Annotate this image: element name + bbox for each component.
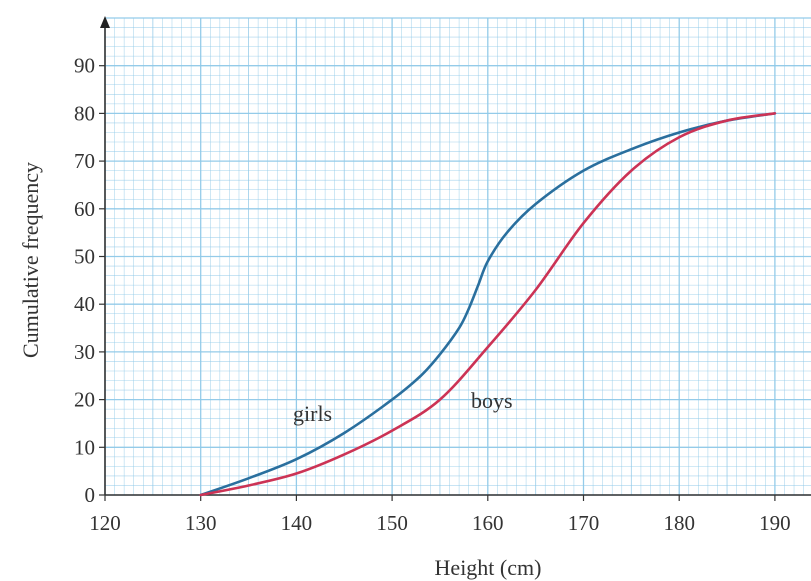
series-line-girls: [199, 112, 777, 497]
y-tick-label: 80: [74, 101, 95, 125]
y-tick-label: 30: [74, 340, 95, 364]
x-tick-label: 140: [281, 511, 313, 535]
x-axis-title: Height (cm): [435, 555, 542, 580]
x-tick-label: 170: [568, 511, 600, 535]
series-line-boys: [199, 112, 777, 497]
y-tick-label: 40: [74, 292, 95, 316]
y-axis-title: Cumulative frequency: [18, 162, 43, 358]
y-tick-label: 0: [85, 483, 96, 507]
series-label-girls: girls: [293, 401, 332, 426]
tick-labels: 120 130 140 150 160 170 180 190 0 10 20 30 40 50 60 70 8…: [74, 54, 791, 535]
x-tick-label: 190: [759, 511, 791, 535]
x-tick-label: 130: [185, 511, 217, 535]
y-tick-label: 70: [74, 149, 95, 173]
x-tick-label: 150: [376, 511, 408, 535]
grid: [104, 17, 811, 496]
y-tick-label: 20: [74, 388, 95, 412]
y-tick-label: 60: [74, 197, 95, 221]
series-label-boys: boys: [471, 388, 513, 413]
y-tick-label: 50: [74, 245, 95, 269]
y-axis-arrow: [100, 16, 110, 28]
x-tick-label: 120: [89, 511, 121, 535]
x-tick-label: 160: [472, 511, 504, 535]
y-tick-label: 90: [74, 54, 95, 78]
x-tick-label: 180: [663, 511, 695, 535]
axes: [99, 16, 811, 501]
y-tick-label: 10: [74, 435, 95, 459]
series: [199, 112, 777, 497]
